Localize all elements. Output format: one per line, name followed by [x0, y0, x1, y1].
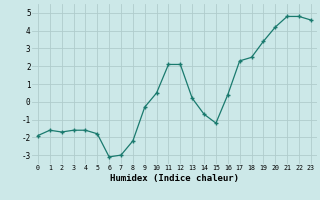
X-axis label: Humidex (Indice chaleur): Humidex (Indice chaleur)	[110, 174, 239, 183]
